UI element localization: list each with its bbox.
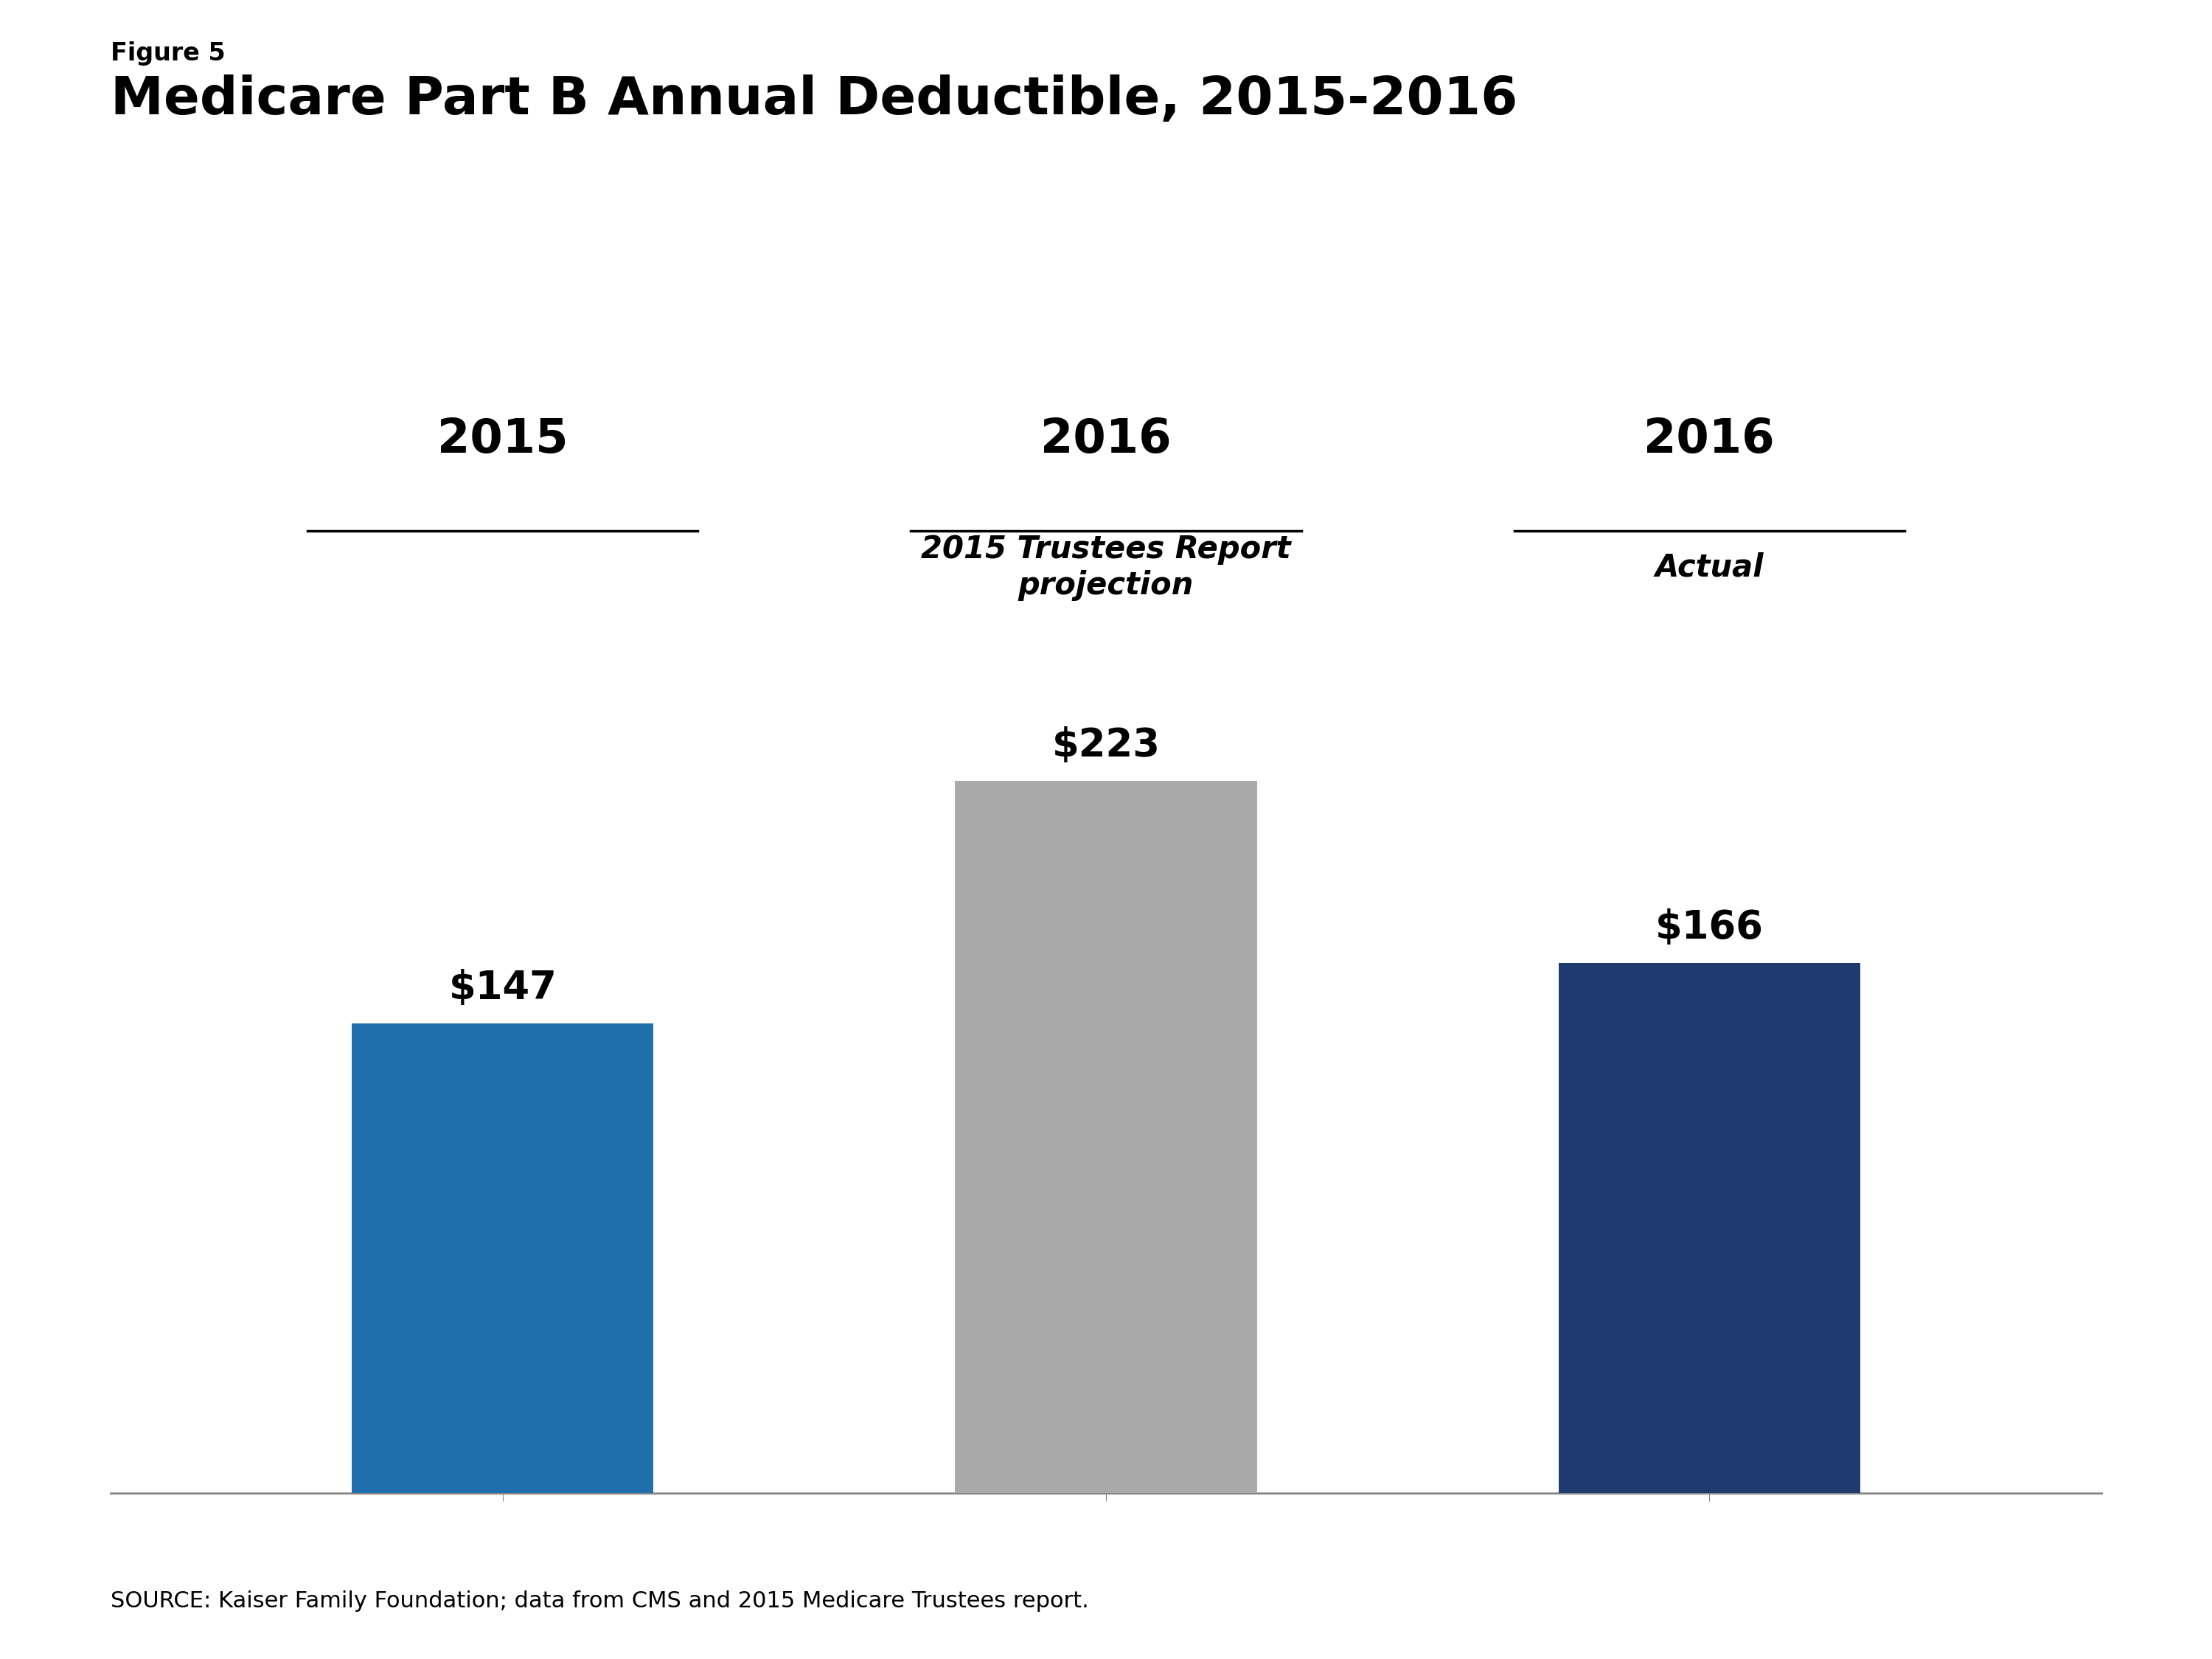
Text: $223: $223 <box>1053 727 1159 765</box>
Text: 2016: 2016 <box>1040 416 1172 463</box>
Text: FOUNDATION: FOUNDATION <box>1969 1604 2035 1614</box>
Text: $166: $166 <box>1655 909 1763 947</box>
Text: SOURCE: Kaiser Family Foundation; data from CMS and 2015 Medicare Trustees repor: SOURCE: Kaiser Family Foundation; data f… <box>111 1591 1088 1611</box>
Text: Figure 5: Figure 5 <box>111 41 226 66</box>
Text: KAISER: KAISER <box>1975 1543 2028 1556</box>
Text: 2015 Trustees Report
projection: 2015 Trustees Report projection <box>920 534 1292 601</box>
Text: Medicare Part B Annual Deductible, 2015-2016: Medicare Part B Annual Deductible, 2015-… <box>111 75 1517 126</box>
Text: 2016: 2016 <box>1644 416 1774 463</box>
Bar <box>956 781 1256 1493</box>
Text: $147: $147 <box>449 969 557 1007</box>
Text: FAMILY: FAMILY <box>1975 1571 2028 1584</box>
Text: THE HENRY J.: THE HENRY J. <box>1969 1516 2035 1526</box>
Bar <box>352 1024 653 1493</box>
Bar <box>1559 962 1860 1493</box>
Text: 2015: 2015 <box>438 416 568 463</box>
Text: Actual: Actual <box>1655 552 1763 582</box>
